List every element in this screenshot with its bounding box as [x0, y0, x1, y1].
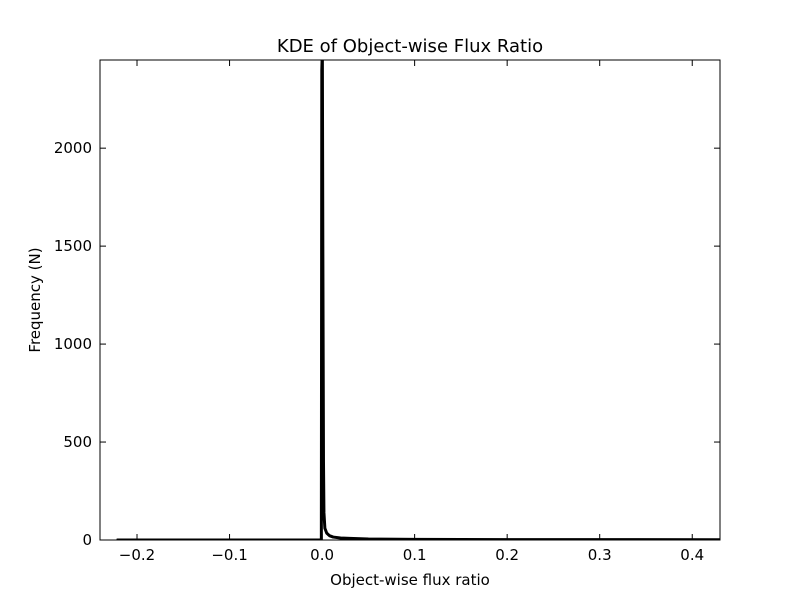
kde-data-point — [367, 538, 370, 540]
kde-data-point — [320, 538, 323, 540]
chart-title: KDE of Object-wise Flux Ratio — [277, 36, 543, 57]
kde-data-point — [325, 532, 328, 534]
y-tick-label: 500 — [63, 433, 92, 451]
kde-data-point — [339, 537, 342, 539]
x-tick-label: 0.2 — [495, 546, 519, 564]
kde-series-line — [116, 60, 720, 540]
kde-data-point — [332, 536, 334, 538]
x-tick-label: −0.1 — [211, 546, 247, 564]
kde-data-point — [323, 511, 325, 514]
plot-frame — [99, 59, 721, 541]
y-tick-label: 0 — [82, 531, 92, 549]
x-tick-label: 0.4 — [680, 546, 704, 564]
kde-data-point — [349, 537, 351, 540]
y-axis-label: Frequency (N) — [26, 247, 44, 352]
kde-data-point — [321, 69, 323, 71]
x-tick-label: 0.3 — [588, 546, 612, 564]
axis-ticks: −0.2 −0.1 0.0 0.1 0.2 0.3 0.4 0 500 1000 1500 2000 — [54, 60, 720, 564]
kde-data-point — [324, 527, 326, 530]
kde-data-point — [328, 534, 331, 537]
y-tick-label: 1500 — [54, 237, 92, 255]
x-axis-label: Object-wise flux ratio — [330, 571, 490, 589]
y-tick-label: 1000 — [54, 335, 92, 353]
x-tick-label: 0.0 — [310, 546, 334, 564]
y-tick-label: 2000 — [54, 139, 92, 157]
kde-data-point — [322, 245, 324, 247]
x-tick-label: −0.2 — [119, 546, 155, 564]
x-tick-label: 0.1 — [403, 546, 427, 564]
plot-series — [115, 60, 720, 540]
kde-data-point — [322, 460, 325, 463]
